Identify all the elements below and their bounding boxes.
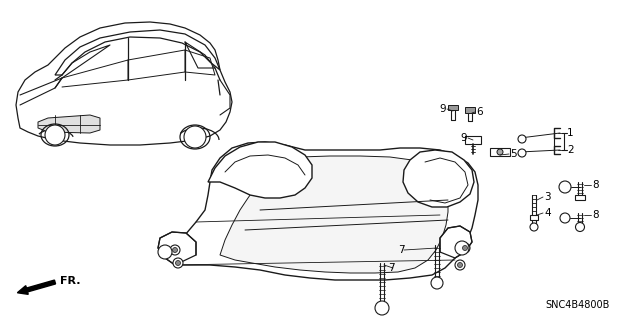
Text: 4: 4 xyxy=(544,208,550,218)
Circle shape xyxy=(518,149,526,157)
Circle shape xyxy=(173,258,183,268)
Text: 2: 2 xyxy=(567,145,573,155)
Polygon shape xyxy=(403,150,474,207)
Text: 1: 1 xyxy=(567,128,573,138)
Circle shape xyxy=(458,263,463,268)
Circle shape xyxy=(184,126,206,148)
Polygon shape xyxy=(575,195,585,200)
Polygon shape xyxy=(38,115,100,133)
FancyArrow shape xyxy=(17,280,56,294)
Circle shape xyxy=(559,181,571,193)
Polygon shape xyxy=(220,156,448,273)
Text: 8: 8 xyxy=(592,210,598,220)
Circle shape xyxy=(518,135,526,143)
Polygon shape xyxy=(158,232,196,265)
Text: 7: 7 xyxy=(388,263,395,273)
Polygon shape xyxy=(448,105,458,110)
Circle shape xyxy=(575,222,584,232)
Text: 3: 3 xyxy=(544,192,550,202)
Polygon shape xyxy=(465,136,481,144)
Text: 9: 9 xyxy=(460,133,467,143)
Circle shape xyxy=(460,243,470,253)
Text: FR.: FR. xyxy=(60,276,81,286)
Text: 5: 5 xyxy=(510,149,516,159)
Circle shape xyxy=(463,246,467,250)
Circle shape xyxy=(45,125,65,145)
Polygon shape xyxy=(16,22,232,145)
Circle shape xyxy=(431,277,443,289)
Circle shape xyxy=(497,149,503,155)
Polygon shape xyxy=(490,148,510,156)
Circle shape xyxy=(455,241,469,255)
Circle shape xyxy=(175,261,180,265)
Text: 7: 7 xyxy=(398,245,404,255)
Text: 9: 9 xyxy=(440,104,446,114)
Circle shape xyxy=(158,245,172,259)
Circle shape xyxy=(173,248,177,253)
Polygon shape xyxy=(55,30,220,75)
Text: 8: 8 xyxy=(592,180,598,190)
Polygon shape xyxy=(208,142,312,198)
Polygon shape xyxy=(530,215,538,220)
Circle shape xyxy=(170,245,180,255)
Polygon shape xyxy=(465,107,475,113)
Circle shape xyxy=(530,223,538,231)
Circle shape xyxy=(560,213,570,223)
Circle shape xyxy=(375,301,389,315)
Text: 6: 6 xyxy=(476,107,483,117)
Polygon shape xyxy=(175,142,478,280)
Polygon shape xyxy=(440,226,472,258)
Text: SNC4B4800B: SNC4B4800B xyxy=(546,300,610,310)
Circle shape xyxy=(455,260,465,270)
